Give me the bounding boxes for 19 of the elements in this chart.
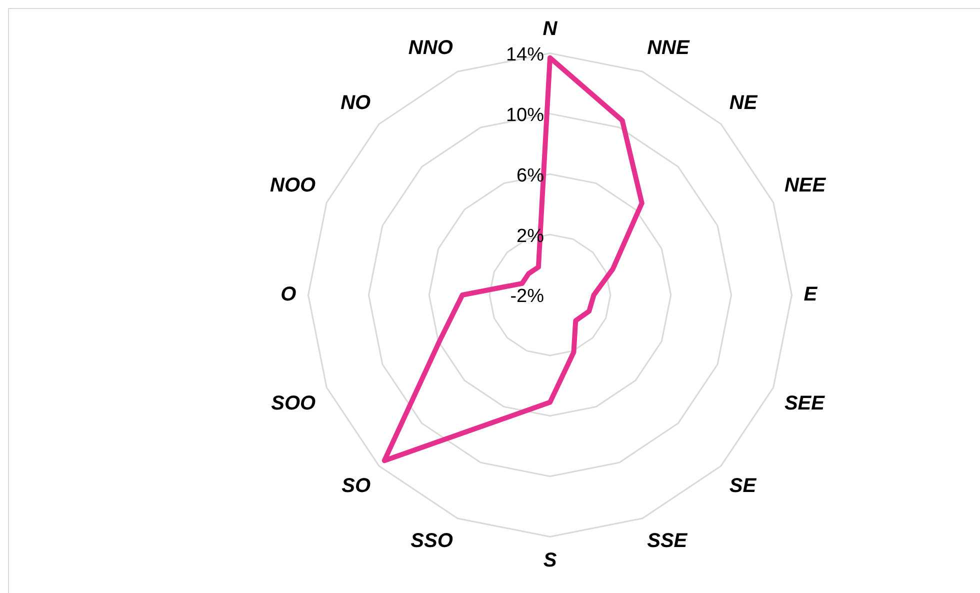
spoke-label: SOO bbox=[271, 392, 316, 415]
spoke-label: SSE bbox=[647, 530, 688, 552]
spoke-label: O bbox=[280, 284, 297, 306]
spoke-label: SO bbox=[342, 474, 371, 497]
spoke-label: SE bbox=[729, 474, 757, 497]
spoke-label: NE bbox=[729, 92, 758, 114]
spoke-label: SSO bbox=[410, 530, 454, 552]
spoke-label: S bbox=[543, 549, 558, 572]
spoke-label: NEE bbox=[784, 174, 826, 196]
spoke-label: SEE bbox=[784, 392, 826, 415]
y-tick-label: 14% bbox=[506, 44, 544, 66]
spoke-label: NNE bbox=[647, 37, 690, 60]
y-tick-label: 10% bbox=[506, 104, 544, 126]
y-tick-label: -2% bbox=[510, 286, 544, 308]
spoke-label: N bbox=[542, 18, 558, 40]
spoke-label: NNO bbox=[408, 37, 454, 60]
spoke-label: E bbox=[804, 284, 818, 306]
spoke-label: NO bbox=[340, 92, 372, 114]
spoke-label: NOO bbox=[270, 174, 316, 196]
